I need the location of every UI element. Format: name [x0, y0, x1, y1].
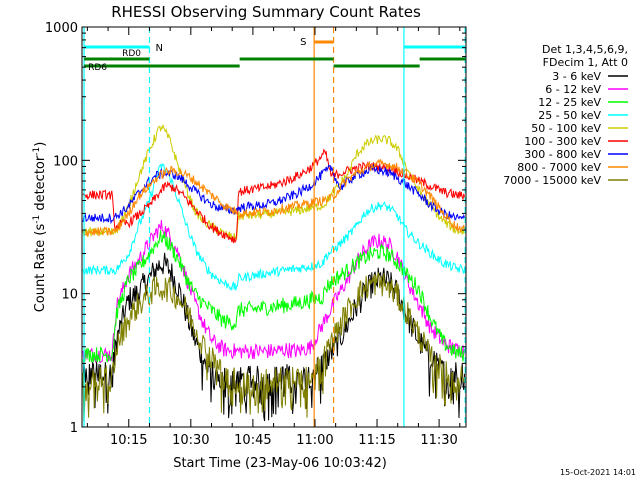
y-axis-label-sup2: -1 — [32, 147, 42, 156]
legend-label: 12 - 25 keV — [538, 96, 601, 109]
x-tick-label: 10:30 — [172, 433, 209, 448]
series-line — [82, 158, 466, 237]
rd-bar-label: RD0 — [122, 49, 141, 59]
x-tick-label: 10:15 — [110, 433, 147, 448]
legend-header: FDecim 1, Att 0 — [543, 56, 628, 69]
series-line — [82, 164, 466, 225]
legend-label: 25 - 50 keV — [538, 109, 601, 122]
plot-frame — [81, 26, 467, 428]
y-axis-label-suffix: detector — [33, 155, 48, 215]
legend: Det 1,3,4,5,6,9,FDecim 1, Att 03 - 6 keV… — [503, 43, 628, 187]
x-axis-label: Start Time (23-May-06 10:03:42) — [173, 456, 387, 471]
series-group — [82, 124, 466, 422]
x-tick-label: 11:00 — [296, 433, 333, 448]
footer-date: 15-Oct-2021 14:01 — [560, 468, 636, 477]
series-line — [82, 162, 466, 292]
legend-label: 50 - 100 keV — [531, 122, 601, 135]
y-tick-label: 1000 — [45, 21, 78, 36]
series-line — [82, 230, 466, 363]
series-line — [82, 148, 466, 244]
x-tick-label: 10:45 — [234, 433, 271, 448]
series-line — [82, 272, 466, 422]
saa-bar-label: S — [300, 37, 306, 48]
legend-label: 6 - 12 keV — [545, 83, 601, 96]
y-tick-label: 1 — [70, 421, 78, 436]
annotation-group: N S RD0 RD6 — [83, 27, 466, 427]
y-axis-label-sup: -1 — [32, 215, 42, 224]
y-axis-label-prefix: Count Rate (s — [33, 224, 48, 313]
x-tick-label: 11:15 — [358, 433, 395, 448]
y-axis-label: Count Rate (s-1 detector-1) — [32, 142, 48, 313]
y-tick-label: 100 — [53, 154, 78, 169]
chart-title: RHESSI Observing Summary Count Rates — [111, 3, 421, 21]
series-line — [82, 124, 465, 242]
legend-label: 7000 - 15000 keV — [503, 174, 601, 187]
legend-label: 3 - 6 keV — [552, 70, 601, 83]
series-line — [82, 252, 466, 422]
legend-header: Det 1,3,4,5,6,9, — [542, 43, 628, 56]
series-line — [82, 219, 466, 364]
legend-label: 100 - 300 keV — [524, 135, 601, 148]
night-bar-label: N — [155, 43, 162, 54]
legend-label: 800 - 7000 keV — [517, 161, 601, 174]
y-tick-label: 10 — [61, 288, 78, 303]
rd-bar-label: RD6 — [88, 63, 107, 73]
axes-group: 1 10 100 1000 10:15 10:30 10:45 11:00 11:15 11:30 — [45, 21, 467, 448]
y-axis-label-close: ) — [33, 142, 48, 147]
legend-label: 300 - 800 keV — [524, 148, 601, 161]
x-tick-label: 11:30 — [420, 433, 457, 448]
